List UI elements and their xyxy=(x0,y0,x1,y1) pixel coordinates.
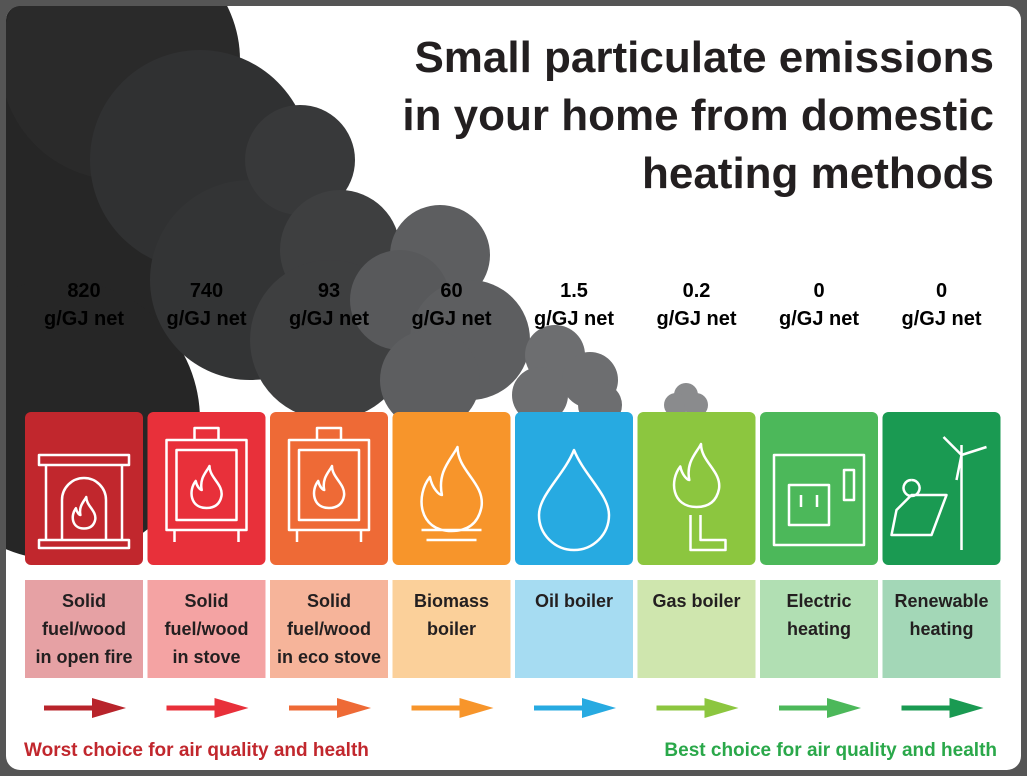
emission-value: 0 xyxy=(936,280,947,302)
method-label: Gas boiler xyxy=(652,591,740,611)
method-label: boiler xyxy=(427,619,476,639)
method-label: Solid xyxy=(62,591,106,611)
emission-unit: g/GJ net xyxy=(534,308,614,330)
emission-unit: g/GJ net xyxy=(779,308,859,330)
method-tile xyxy=(270,412,388,565)
method-label: Biomass xyxy=(414,591,489,611)
method-tile xyxy=(760,412,878,565)
method-label: fuel/wood xyxy=(42,619,126,639)
method-label: Oil boiler xyxy=(535,591,613,611)
emission-unit: g/GJ net xyxy=(166,308,246,330)
emission-value: 93 xyxy=(318,280,340,302)
page: Small particulate emissions in your home… xyxy=(0,0,1027,776)
emission-unit: g/GJ net xyxy=(289,308,369,330)
method-label: Solid xyxy=(307,591,351,611)
method-label: fuel/wood xyxy=(165,619,249,639)
method-tile xyxy=(393,412,511,565)
emission-value: 1.5 xyxy=(560,280,588,302)
method-tile xyxy=(25,412,143,565)
method-label: in stove xyxy=(172,647,240,667)
footer-best: Best choice for air quality and health xyxy=(664,740,997,761)
footer-worst: Worst choice for air quality and health xyxy=(24,740,369,761)
emission-value: 60 xyxy=(440,280,462,302)
method-label: Renewable xyxy=(894,591,988,611)
emission-unit: g/GJ net xyxy=(656,308,736,330)
method-label: in eco stove xyxy=(277,647,381,667)
method-tile xyxy=(638,412,756,565)
method-label: in open fire xyxy=(35,647,132,667)
method-tile xyxy=(883,412,1001,565)
title-line: Small particulate emissions xyxy=(414,33,994,82)
method-label: Solid xyxy=(185,591,229,611)
title-line: in your home from domestic xyxy=(402,91,994,140)
method-label: Electric xyxy=(786,591,851,611)
emission-value: 0.2 xyxy=(683,280,711,302)
method-label: fuel/wood xyxy=(287,619,371,639)
emission-unit: g/GJ net xyxy=(411,308,491,330)
emission-value: 0 xyxy=(813,280,824,302)
emission-unit: g/GJ net xyxy=(901,308,981,330)
title-line: heating methods xyxy=(642,149,994,198)
emission-value: 740 xyxy=(190,280,223,302)
method-tile xyxy=(515,412,633,565)
infographic: Small particulate emissions in your home… xyxy=(0,0,1027,776)
method-label: heating xyxy=(787,619,851,639)
method-label: heating xyxy=(909,619,973,639)
emission-unit: g/GJ net xyxy=(44,308,124,330)
emission-value: 820 xyxy=(67,280,100,302)
method-tile xyxy=(148,412,266,565)
